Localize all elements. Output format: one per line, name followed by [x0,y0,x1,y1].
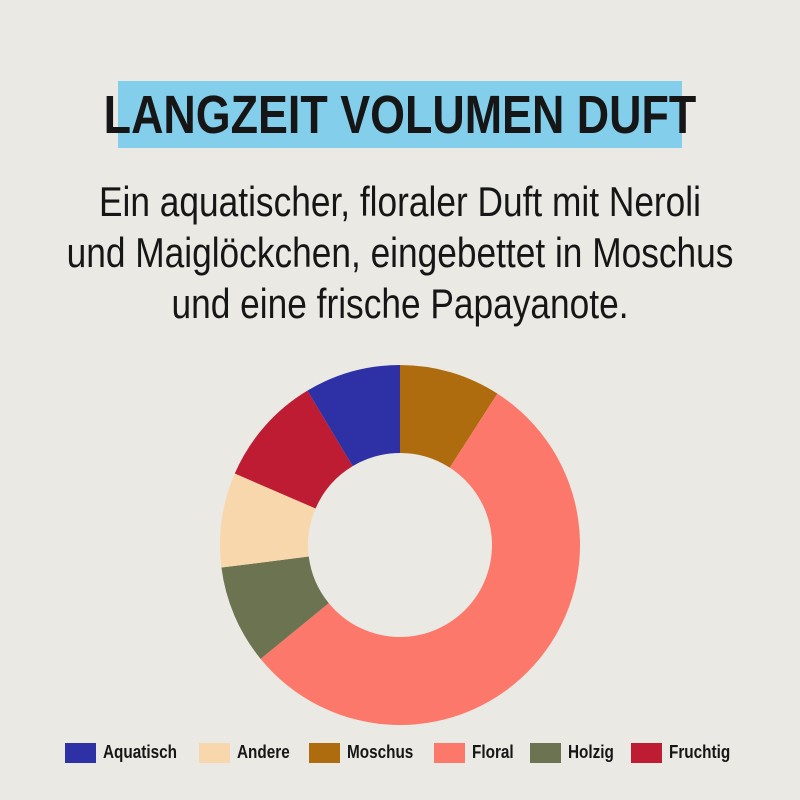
title-highlight: LANGZEIT VOLUMEN DUFT [104,81,696,148]
donut-chart-svg [219,365,581,726]
legend-item-andere: Andere [199,742,293,763]
legend-label: Fruchtig [668,742,730,762]
description: Ein aquatischer, floraler Duft mit Nerol… [64,176,736,329]
legend-item-fruchtig: Fruchtig [630,742,735,763]
donut-chart [219,365,581,726]
legend-swatch-andere [199,742,231,763]
pie-slice-andere [219,473,316,568]
description-line: Ein aquatischer, floraler Duft mit Nerol… [99,178,701,225]
legend-item-holzig: Holzig [529,742,616,763]
page-title: LANGZEIT VOLUMEN DUFT [103,84,697,145]
pie-slice-aquatisch [307,365,400,467]
legend-label: Floral [471,742,514,762]
pie-slice-fruchtig [234,390,353,509]
legend-item-moschus: Moschus [308,742,419,763]
legend-swatch-holzig [529,742,561,763]
description-line: und eine frische Papayanote. [171,280,629,327]
legend-swatch-fruchtig [630,742,662,763]
legend-swatch-floral [433,742,465,763]
legend-swatch-moschus [308,742,340,763]
legend-label: Holzig [567,742,614,762]
description-line: und Maiglöckchen, eingebettet in Moschus [66,229,734,276]
chart-legend: Aquatisch Andere Moschus Floral Holzig F… [0,742,800,763]
legend-label: Andere [237,742,291,762]
legend-label: Moschus [346,742,413,762]
legend-label: Aquatisch [103,742,178,762]
legend-swatch-aquatisch [65,742,97,763]
pie-slice-floral [260,393,581,726]
pie-slice-holzig [221,556,329,659]
legend-item-aquatisch: Aquatisch [65,742,184,763]
legend-item-floral: Floral [433,742,515,763]
pie-slice-moschus [400,365,498,468]
